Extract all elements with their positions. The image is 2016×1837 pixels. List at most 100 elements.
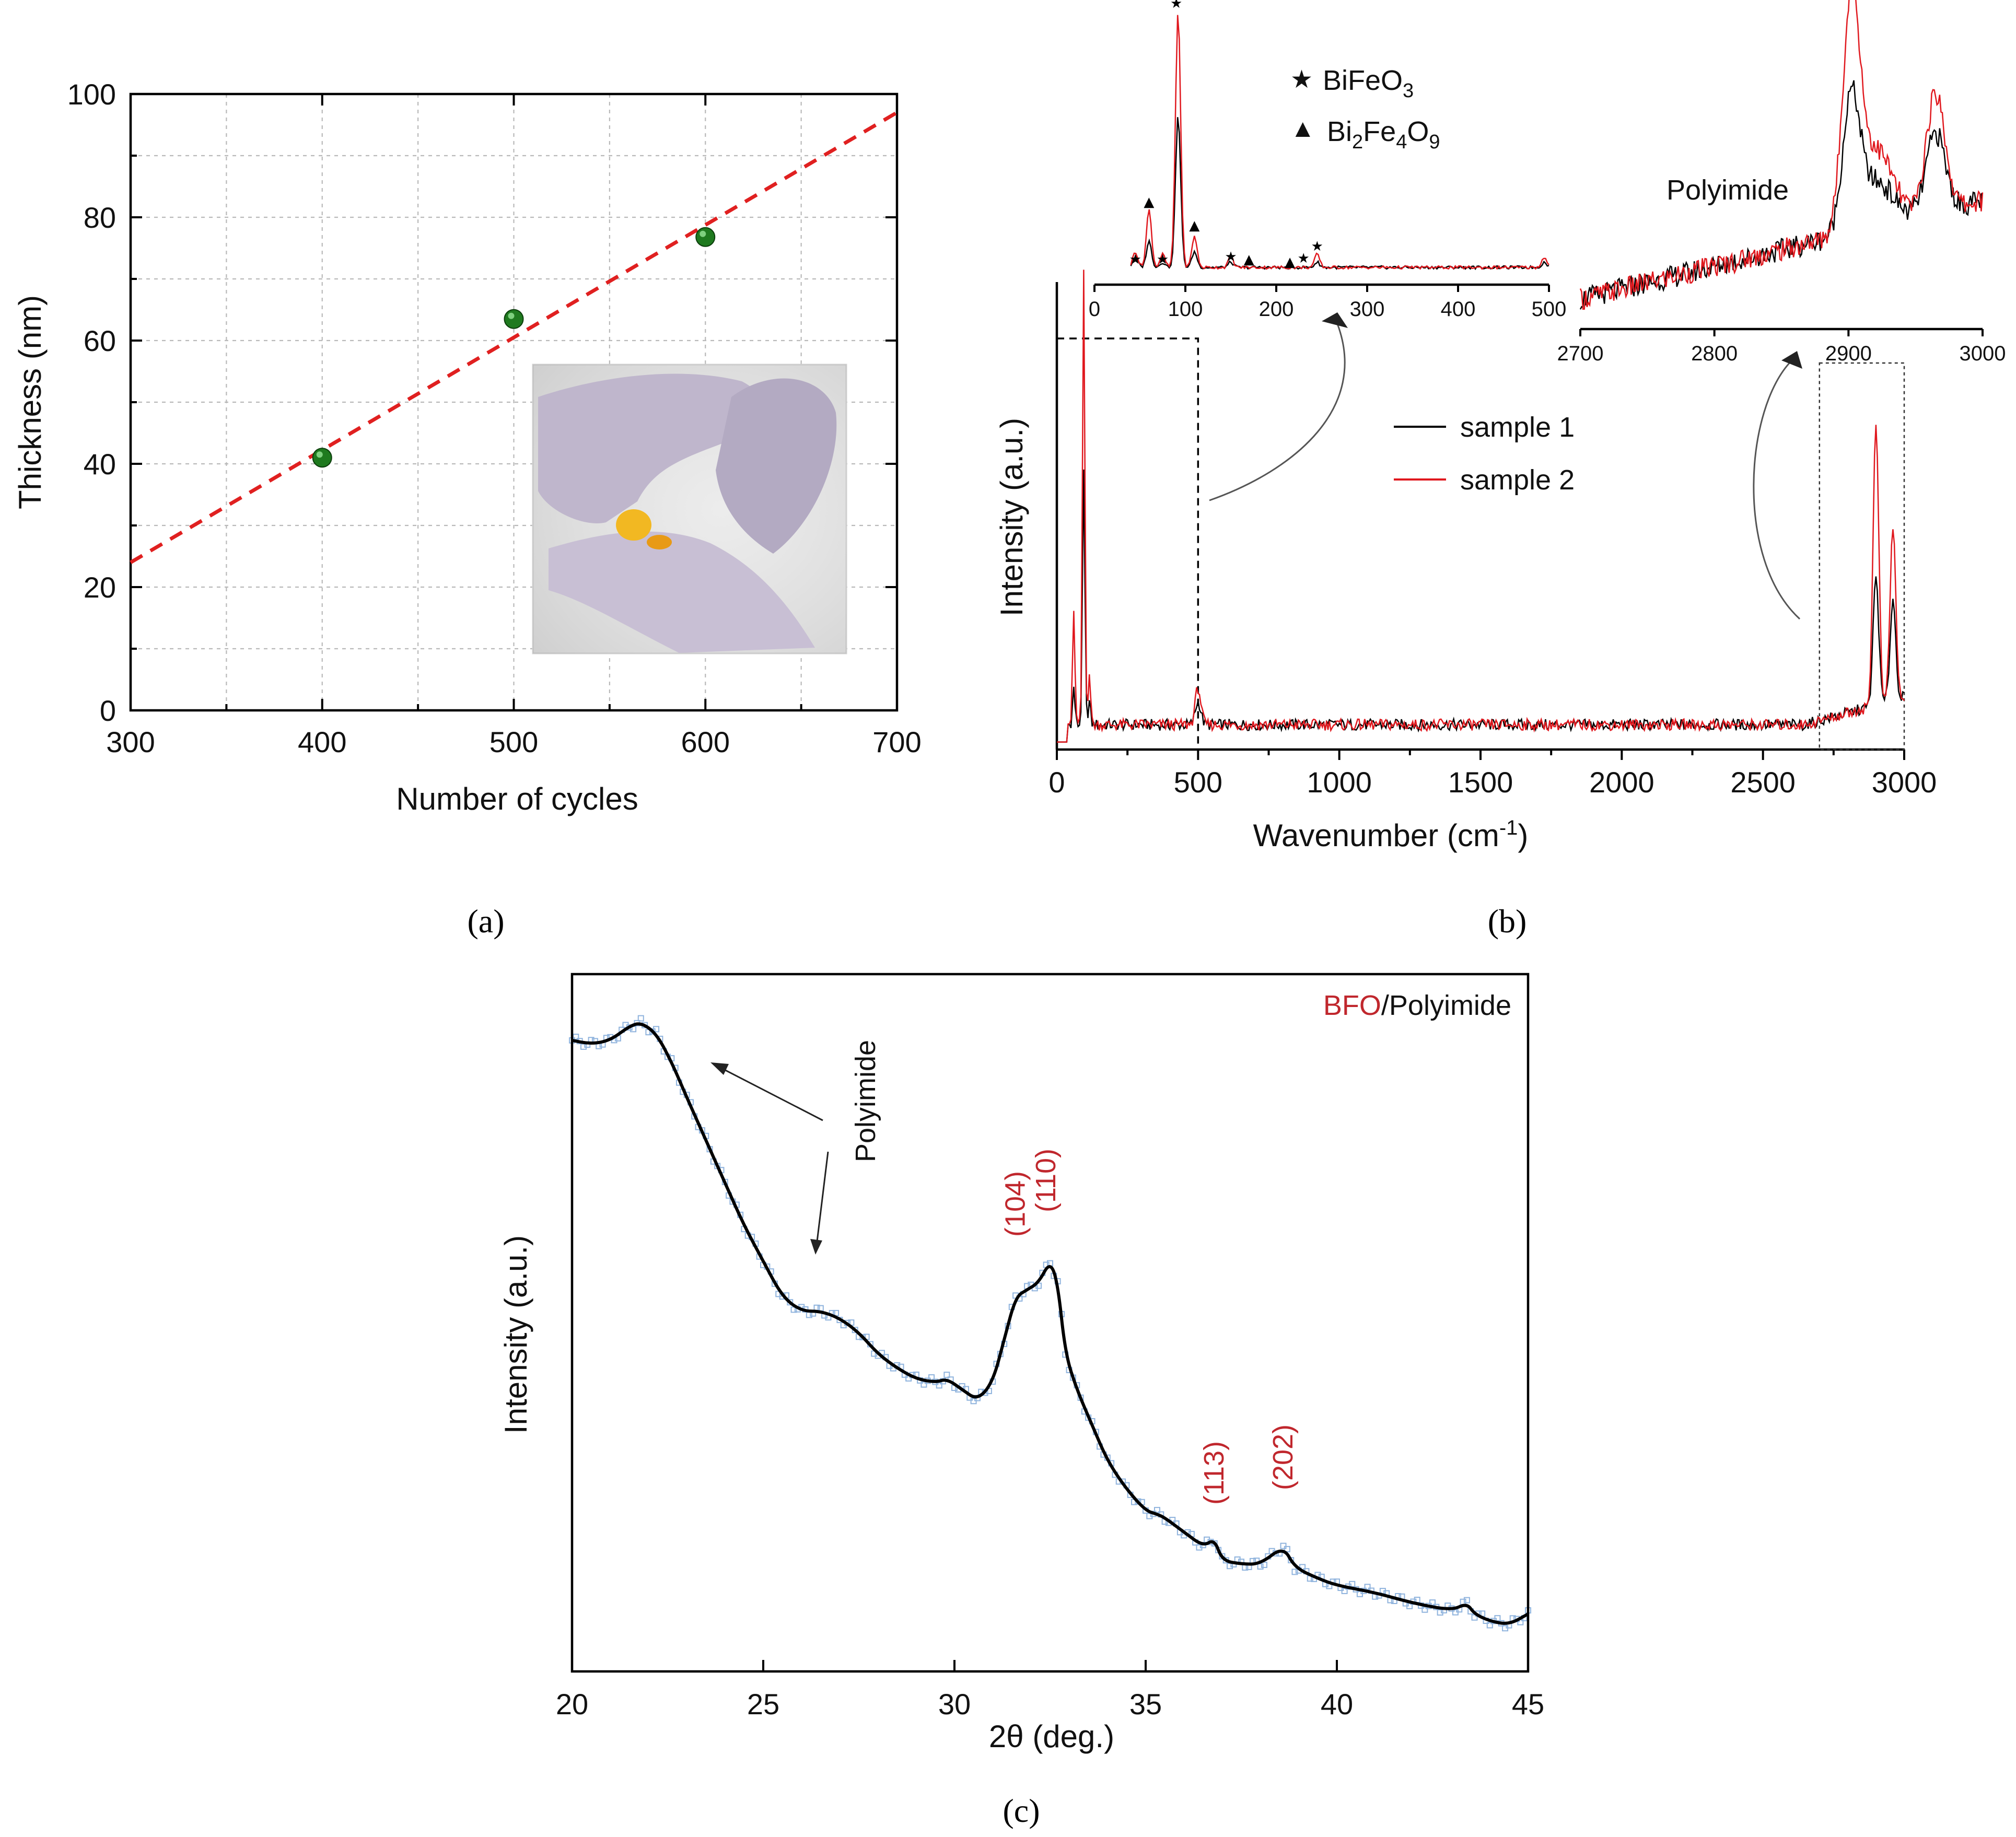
x-tick-label: 35 — [1129, 1688, 1162, 1721]
panel-c-peak-labels: (104)(110) (113) (202) — [999, 1149, 1298, 1505]
x-tick-label: 400 — [298, 726, 346, 758]
measured-point — [1494, 1615, 1501, 1622]
x-tick-label: 0 — [1048, 766, 1065, 799]
data-point-highlight — [700, 230, 706, 237]
measured-point — [1460, 1598, 1466, 1605]
panel-c-axes: 20 25 30 35 40 45 — [556, 973, 1544, 1721]
legend-triangle-icon: ▲ — [1290, 115, 1315, 143]
inset-high-tick-label: 2900 — [1825, 342, 1872, 365]
panel-b-inset-high: 2700 2800 2900 3000 — [1557, 0, 2006, 365]
panel-a-photo-inset — [532, 364, 847, 654]
measured-point — [1421, 1606, 1428, 1613]
y-tick-label: 20 — [84, 571, 116, 604]
sample-film-edge — [647, 535, 672, 549]
measured-point — [806, 1312, 812, 1318]
x-tick-label: 2500 — [1730, 766, 1796, 799]
measured-point — [852, 1327, 858, 1333]
inset-low-tick-label: 200 — [1259, 298, 1294, 321]
legend-label-sample-2: sample 2 — [1460, 464, 1575, 496]
x-tick-label: 3000 — [1872, 766, 1937, 799]
measured-point — [573, 1034, 579, 1040]
x-tick-label: 20 — [556, 1688, 588, 1721]
glove-finger-upper — [538, 373, 762, 523]
measured-point — [653, 1026, 660, 1033]
measured-point — [1291, 1569, 1298, 1575]
panel-b-xlabel: Wavenumber (cm-1) — [1253, 816, 1529, 853]
panel-c-xlabel: 2θ (deg.) — [989, 1719, 1114, 1754]
panel-c-ylabel: Intensity (a.u.) — [498, 1235, 533, 1434]
x-tick-label: 2000 — [1589, 766, 1654, 799]
measured-point — [1261, 1561, 1267, 1568]
measured-point — [1471, 1614, 1478, 1621]
star-marker-icon: ★ — [1157, 252, 1169, 267]
x-tick-label: 1000 — [1307, 766, 1372, 799]
panel-a-xlabel: Number of cycles — [396, 781, 638, 816]
inset-high-sample-2 — [1579, 0, 1984, 310]
data-point-highlight — [508, 312, 515, 319]
measured-point — [1227, 1563, 1233, 1570]
measured-point — [580, 1043, 587, 1050]
panel-c-xrd-chart: 20 25 30 35 40 45 BFO/Polyimide Polyimide (10… — [498, 973, 1544, 1829]
inset-low-tick-label: 0 — [1089, 298, 1100, 321]
measured-point — [1280, 1542, 1287, 1549]
inset-low-tick-label: 400 — [1441, 298, 1476, 321]
measured-point — [1341, 1587, 1348, 1594]
y-tick-label: 80 — [84, 201, 116, 234]
x-tick-label: 700 — [872, 726, 921, 758]
y-tick-label: 0 — [100, 694, 116, 727]
peak-label: (110) — [1030, 1149, 1062, 1212]
measured-point — [943, 1372, 950, 1378]
x-tick-label: 500 — [490, 726, 538, 758]
inset-high-tick-label: 3000 — [1960, 342, 2006, 365]
series-sample-2 — [1057, 270, 1905, 743]
legend-star-icon: ★ — [1290, 66, 1313, 93]
triangle-marker-icon: ▲ — [1189, 218, 1199, 233]
connector-arrowhead-high — [1781, 351, 1802, 369]
peak-label: (104) — [999, 1171, 1031, 1237]
star-marker-icon: ★ — [1311, 239, 1323, 254]
fit-line — [130, 111, 898, 564]
star-marker-icon: ★ — [1170, 0, 1182, 11]
measured-point — [859, 1334, 866, 1341]
zoom-box-high — [1819, 362, 1905, 751]
triangle-marker-icon: ▲ — [1244, 252, 1254, 267]
series-sample-1 — [1057, 469, 1905, 743]
axes-frame — [570, 973, 1530, 1673]
connector-arrow-low — [1209, 323, 1346, 501]
panel-b-raman-chart: 0 500 1000 1500 2000 2500 3000 0 100 200 300 400 50… — [994, 0, 2006, 940]
panel-b-inset-legend: ★ BiFeO3 ▲ Bi2Fe4O9 — [1290, 65, 1440, 153]
panel-b-ylabel: Intensity (a.u.) — [994, 418, 1029, 616]
x-tick-label: 40 — [1321, 1688, 1353, 1721]
panel-c-data — [569, 1015, 1531, 1632]
legend-label-sample-1: sample 1 — [1460, 412, 1575, 443]
panel-b-inset-low: 0 100 200 300 400 500★▲★★▲★ ▲ ▲ ★★ — [1089, 0, 1567, 321]
inset-high-tick-label: 2800 — [1691, 342, 1738, 365]
panel-a-label: (a) — [467, 903, 504, 940]
polyimide-arrowhead-1 — [710, 1062, 729, 1075]
inset-low-sample-2 — [1130, 15, 1549, 270]
zoom-box-low — [1056, 337, 1199, 751]
x-tick-label: 25 — [747, 1688, 779, 1721]
star-marker-icon: ★ — [1129, 252, 1141, 267]
measured-point — [1364, 1584, 1371, 1590]
measured-point — [1257, 1563, 1264, 1570]
connector-arrow-high — [1753, 359, 1801, 620]
measured-point — [787, 1299, 794, 1306]
data-point — [695, 227, 716, 247]
measured-point — [1463, 1597, 1470, 1604]
inset-high-tick-label: 2700 — [1557, 342, 1604, 365]
glove-thumb — [716, 378, 837, 554]
measured-point — [1284, 1546, 1290, 1552]
measured-point — [1486, 1622, 1493, 1629]
x-tick-label: 45 — [1512, 1688, 1544, 1721]
y-tick-label: 100 — [67, 78, 116, 111]
x-tick-label: 500 — [1174, 766, 1222, 799]
panel-c-polyimide-annotation: Polyimide — [850, 1040, 881, 1162]
x-tick-label: 300 — [106, 726, 155, 758]
measured-point — [920, 1381, 927, 1388]
panel-a-axes: 300 400 500 600 700 0 20 40 60 80 100 — [67, 78, 922, 758]
x-tick-label: 1500 — [1448, 766, 1513, 799]
peak-label: (113) — [1198, 1441, 1230, 1505]
glove-finger-lower — [549, 531, 815, 653]
